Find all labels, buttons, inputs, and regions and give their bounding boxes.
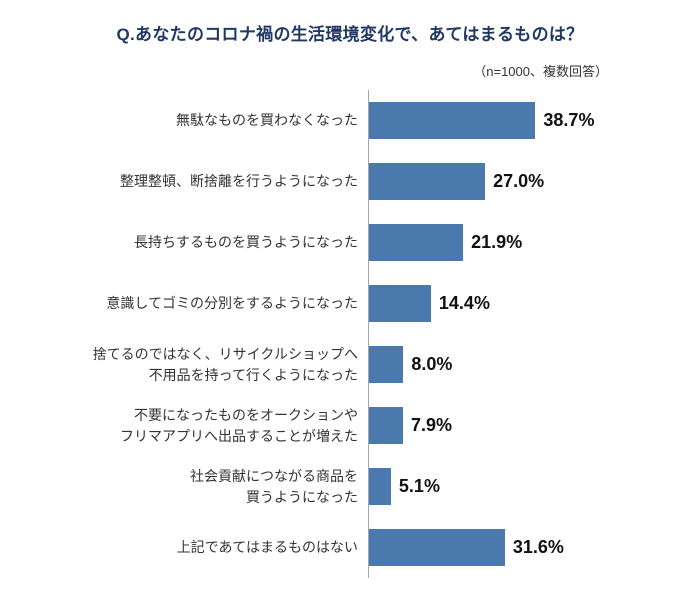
chart-row: 社会貢献につながる商品を 買うようになった 5.1% <box>0 456 700 517</box>
chart-row: 捨てるのではなく、リサイクルショップへ 不用品を持って行くようになった 8.0% <box>0 334 700 395</box>
value-label: 8.0% <box>411 354 453 374</box>
bar-area: 14.4% <box>368 273 700 334</box>
bar-area: 38.7% <box>368 90 700 151</box>
value-label: 27.0% <box>493 171 545 191</box>
bar-area: 5.1% <box>368 456 700 517</box>
bar <box>369 163 486 200</box>
bar <box>369 407 403 444</box>
chart-title: Q.あなたのコロナ禍の生活環境変化で、あてはまるものは？ <box>116 25 584 44</box>
chart-row: 長持ちするものを買うようになった 21.9% <box>0 212 700 273</box>
bar <box>369 102 536 139</box>
value-label: 31.6% <box>512 537 564 557</box>
value-label: 5.1% <box>398 476 440 496</box>
bar <box>369 224 464 261</box>
category-label: 長持ちするものを買うようになった <box>134 234 358 250</box>
bar-area: 31.6% <box>368 517 700 578</box>
chart-row: 意識してゴミの分別をするようになった 14.4% <box>0 273 700 334</box>
category-label: 社会貢献につながる商品を 買うようになった <box>190 467 358 505</box>
bar <box>369 346 404 383</box>
category-label: 捨てるのではなく、リサイクルショップへ 不用品を持って行くようになった <box>92 345 358 383</box>
category-label: 意識してゴミの分別をするようになった <box>106 295 358 311</box>
category-label: 整理整頓、断捨離を行うようになった <box>120 173 358 189</box>
value-label: 14.4% <box>438 293 490 313</box>
category-label: 不要になったものをオークションや フリマアプリへ出品することが増えた <box>120 406 358 444</box>
value-label: 38.7% <box>543 110 595 130</box>
category-label: 上記であてはまるものはない <box>176 539 358 555</box>
bar <box>369 468 391 505</box>
chart-row: 無駄なものを買わなくなった 38.7% <box>0 90 700 151</box>
chart-row: 上記であてはまるものはない 31.6% <box>0 517 700 578</box>
bar-area: 7.9% <box>368 395 700 456</box>
bar-chart-rows: 無駄なものを買わなくなった 38.7% 整理整頓、断捨離を行うようになった 27.0%… <box>0 90 700 578</box>
value-label: 7.9% <box>410 415 452 435</box>
sample-size-note: （n=1000、複数回答） <box>473 64 608 79</box>
chart-row: 不要になったものをオークションや フリマアプリへ出品することが増えた 7.9% <box>0 395 700 456</box>
bar-area: 8.0% <box>368 334 700 395</box>
chart-row: 整理整頓、断捨離を行うようになった 27.0% <box>0 151 700 212</box>
bar-area: 27.0% <box>368 151 700 212</box>
category-label: 無駄なものを買わなくなった <box>176 112 358 128</box>
bar <box>369 285 431 322</box>
value-label: 21.9% <box>471 232 523 252</box>
bar <box>369 529 505 566</box>
bar-area: 21.9% <box>368 212 700 273</box>
bar-chart: 無駄なものを買わなくなった 38.7% 整理整頓、断捨離を行うようになった 27.0%… <box>0 90 700 578</box>
